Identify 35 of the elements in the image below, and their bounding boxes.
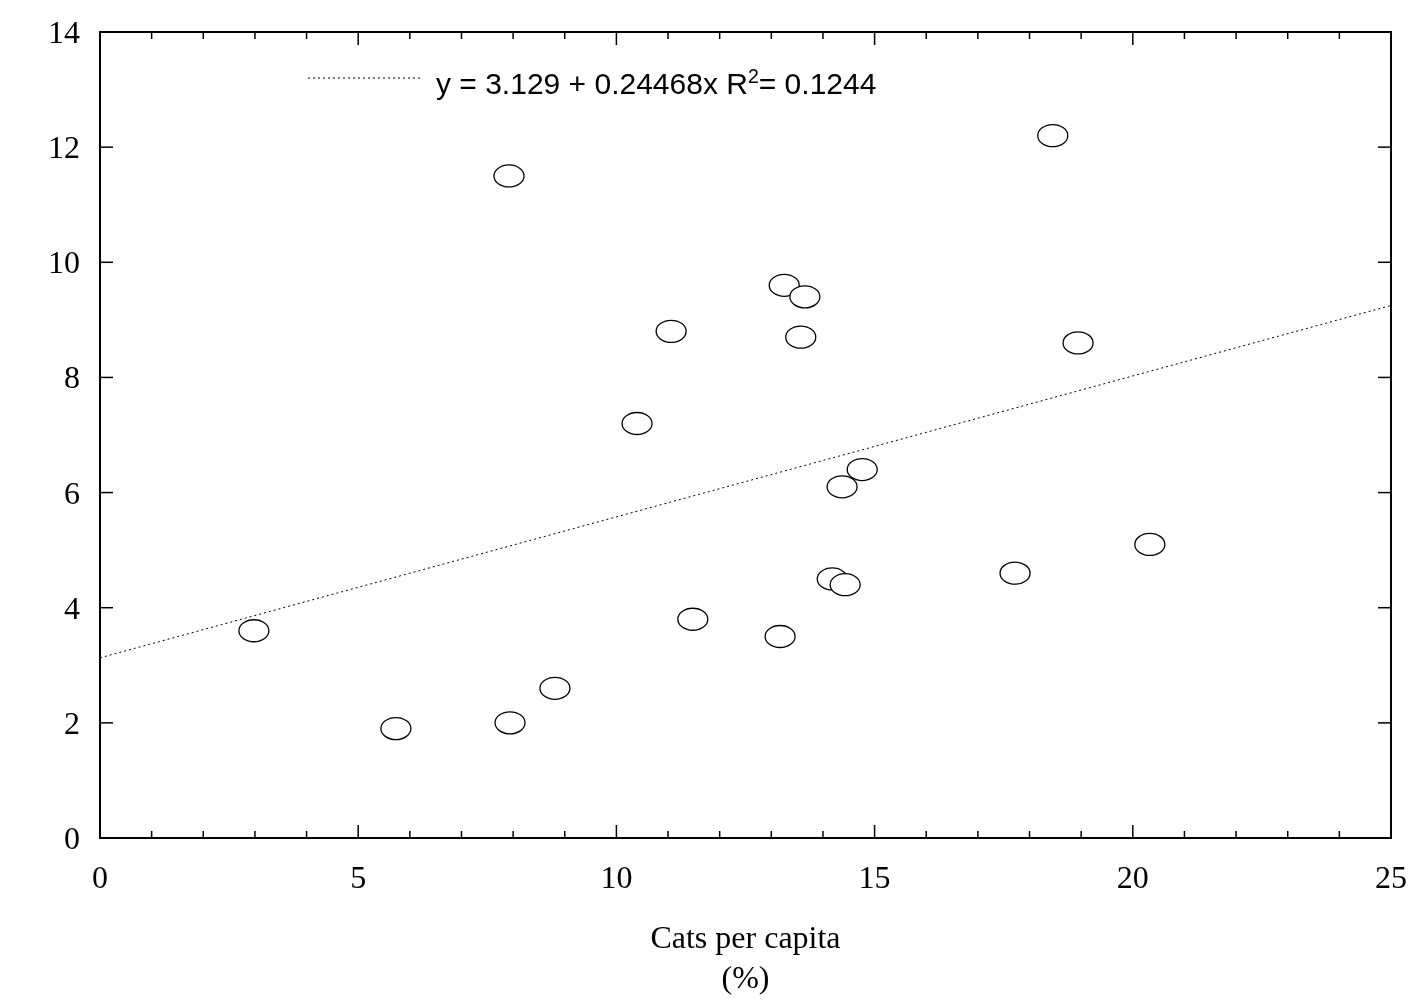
y-tick-label: 10 (48, 244, 80, 281)
point (789, 285, 821, 309)
y-tick-label: 2 (64, 704, 80, 741)
y-tick-label: 4 (64, 589, 80, 626)
point (826, 475, 858, 499)
point (621, 411, 653, 436)
x-tick-label: 15 (858, 859, 891, 895)
x-tick-label: 5 (350, 859, 367, 895)
y-tick-label: 6 (64, 474, 80, 511)
point (380, 716, 412, 741)
point (493, 164, 525, 188)
point (846, 457, 878, 482)
point (768, 273, 800, 297)
point (677, 607, 709, 631)
x-tick-label: 25 (1375, 859, 1407, 895)
legend-label: y = 3.129 + 0.24468x R$^{2}$= 0.1244 (436, 65, 877, 100)
x-tick-label: 10 (600, 859, 633, 895)
point (829, 573, 861, 597)
point (1134, 532, 1166, 557)
point (764, 624, 796, 649)
x-axis-title: Cats per capita (%) (650, 919, 841, 995)
point (238, 619, 270, 643)
point (1037, 123, 1069, 148)
point (655, 319, 687, 344)
y-tick-label: 0 (64, 820, 80, 856)
x-tick-label: 0 (92, 859, 108, 895)
point (494, 711, 526, 735)
point (1062, 331, 1094, 355)
x-tick-label: 20 (1116, 859, 1149, 895)
y-tick-label: 14 (48, 14, 80, 50)
y-tick-label: 12 (48, 129, 80, 166)
y-tick-label: 8 (64, 359, 80, 396)
point (539, 676, 571, 700)
point (999, 561, 1031, 585)
point (785, 325, 817, 349)
